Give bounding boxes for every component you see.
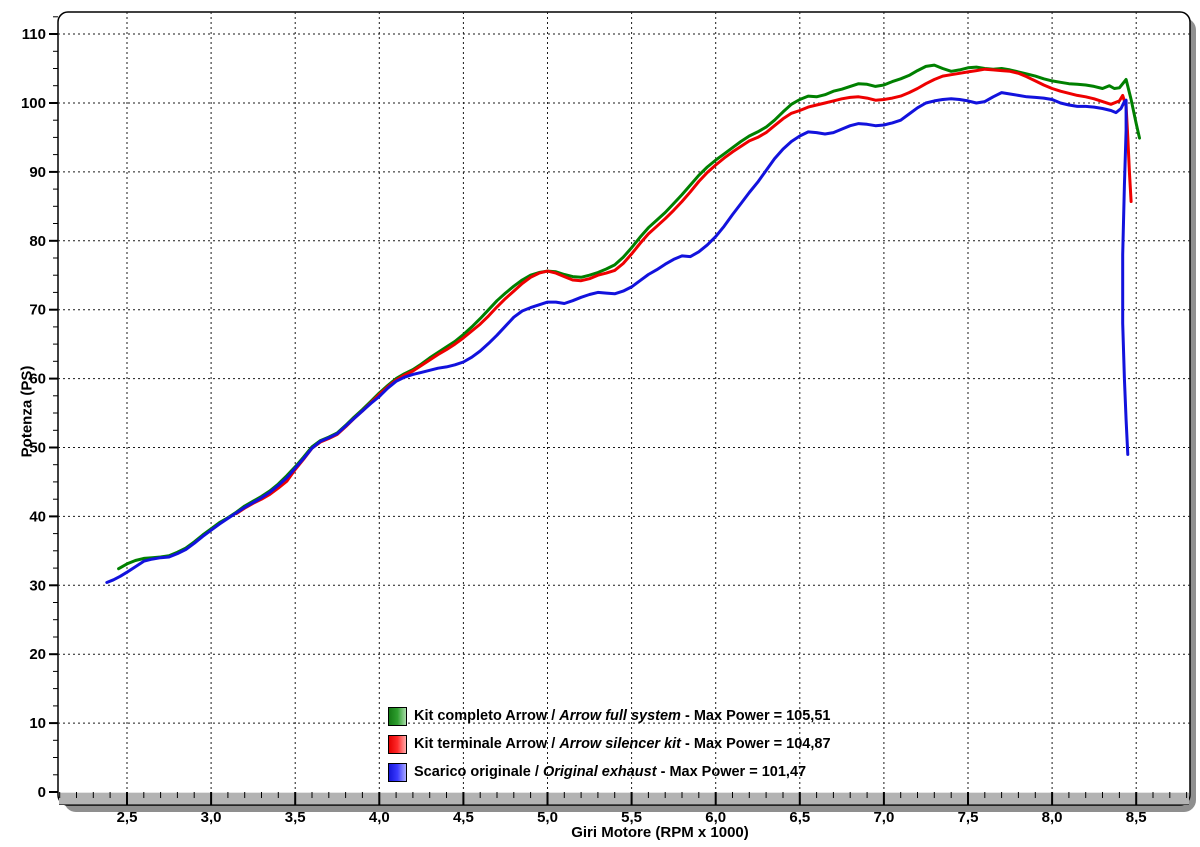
legend-row-full-system: Kit completo Arrow / Arrow full system -… — [388, 702, 831, 730]
y-axis-ticks — [49, 16, 58, 793]
legend-label-original-exhaust: Scarico originale / Original exhaust - M… — [414, 764, 807, 780]
svg-text:30: 30 — [29, 577, 46, 594]
svg-text:50: 50 — [29, 440, 46, 457]
x-axis-ticks — [59, 792, 1188, 805]
legend-swatch-blue — [388, 762, 407, 782]
svg-text:4,0: 4,0 — [369, 809, 390, 826]
svg-text:7,0: 7,0 — [873, 809, 894, 826]
svg-text:4,5: 4,5 — [453, 809, 474, 826]
legend-row-original-exhaust: Scarico originale / Original exhaust - M… — [388, 758, 831, 786]
svg-text:2,5: 2,5 — [117, 809, 138, 826]
legend-swatch-red — [388, 734, 407, 754]
svg-text:110: 110 — [22, 26, 46, 43]
svg-text:8,0: 8,0 — [1042, 809, 1063, 826]
svg-text:8,5: 8,5 — [1126, 809, 1147, 826]
legend-label-silencer-kit: Kit terminale Arrow / Arrow silencer kit… — [414, 736, 831, 752]
x-axis-tick-labels: 2,5 3,0 3,5 4,0 4,5 5,0 5,5 6,0 6,5 7,0 7,5 8,0 8,5 — [117, 809, 1147, 826]
svg-text:70: 70 — [29, 302, 46, 319]
svg-text:100: 100 — [21, 95, 46, 112]
svg-text:90: 90 — [29, 164, 46, 181]
legend-row-silencer-kit: Kit terminale Arrow / Arrow silencer kit… — [388, 730, 831, 758]
svg-text:10: 10 — [29, 715, 46, 732]
legend-label-full-system: Kit completo Arrow / Arrow full system -… — [414, 708, 831, 724]
svg-text:7,5: 7,5 — [958, 809, 979, 826]
horizontal-gridlines — [58, 33, 1190, 724]
legend-swatch-green — [388, 706, 407, 726]
plot-frame — [57, 11, 1191, 806]
svg-text:40: 40 — [29, 508, 46, 525]
y-axis-tick-labels: 0 10 20 30 40 50 60 70 80 90 100 110 — [21, 26, 46, 801]
svg-text:5,0: 5,0 — [537, 809, 558, 826]
svg-text:3,0: 3,0 — [201, 809, 222, 826]
svg-text:0: 0 — [38, 784, 46, 801]
svg-text:20: 20 — [29, 646, 46, 663]
chart-legend: Kit completo Arrow / Arrow full system -… — [388, 702, 831, 786]
svg-text:60: 60 — [29, 371, 46, 388]
series-line-original-exhaust — [105, 91, 1130, 584]
x-axis-bar — [59, 792, 1189, 805]
svg-text:5,5: 5,5 — [621, 809, 642, 826]
svg-text:3,5: 3,5 — [285, 809, 306, 826]
x-axis-title: Giri Motore (RPM x 1000) — [571, 824, 749, 841]
svg-text:80: 80 — [29, 233, 46, 250]
vertical-gridlines — [126, 12, 1137, 792]
svg-text:6,0: 6,0 — [705, 809, 726, 826]
svg-text:6,5: 6,5 — [789, 809, 810, 826]
y-axis-title: Potenza (PS) — [18, 365, 36, 458]
